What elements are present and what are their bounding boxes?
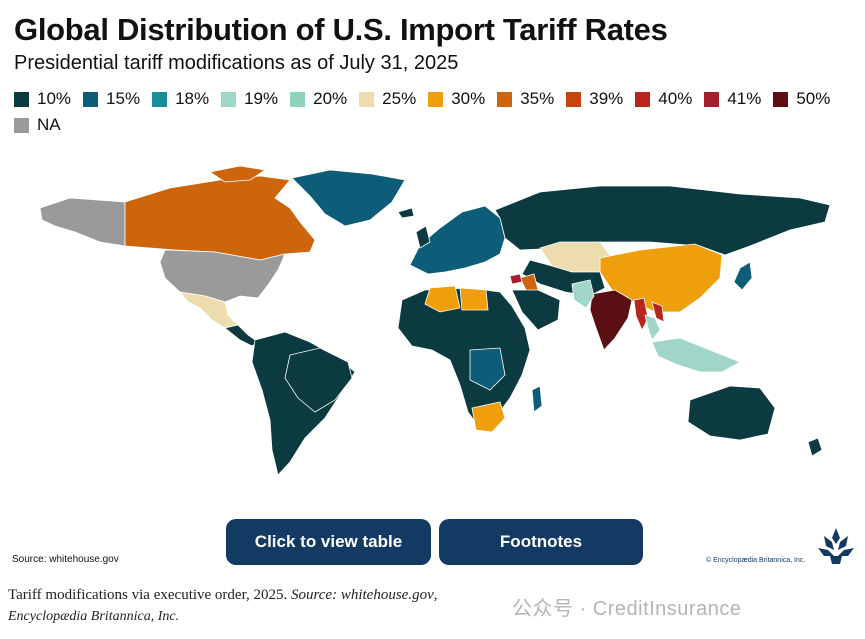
legend-swatch bbox=[704, 91, 720, 107]
region-new-zealand bbox=[807, 437, 823, 457]
region-united-states bbox=[159, 249, 286, 303]
region-canada bbox=[124, 175, 316, 261]
region-central-africa bbox=[469, 347, 506, 391]
legend-swatch bbox=[635, 91, 651, 107]
region-thailand bbox=[644, 314, 661, 341]
legend-swatch bbox=[14, 117, 29, 133]
region-china bbox=[599, 243, 723, 313]
view-table-button[interactable]: Click to view table bbox=[226, 519, 431, 565]
legend-label: 41% bbox=[727, 89, 762, 108]
region-central-america bbox=[224, 324, 259, 347]
legend: 10% 15% 18% 19% 20% 25% 30% 35% 39% 40% 41% 50% NA bbox=[14, 88, 859, 136]
map-title: Global Distribution of U.S. Import Tarif… bbox=[14, 12, 668, 47]
region-libya bbox=[459, 287, 489, 311]
region-uk bbox=[415, 225, 431, 249]
region-southeast-asia bbox=[651, 337, 741, 373]
legend-label: 30% bbox=[451, 89, 486, 108]
legend-item: 39% bbox=[566, 88, 623, 110]
footnotes-button[interactable]: Footnotes bbox=[439, 519, 643, 565]
legend-label: 19% bbox=[244, 89, 279, 108]
legend-label: 18% bbox=[175, 89, 210, 108]
region-algeria bbox=[424, 285, 461, 313]
copyright-text: © Encyclopædia Britannica, Inc. bbox=[706, 557, 806, 564]
legend-label: NA bbox=[37, 115, 61, 134]
legend-label: 39% bbox=[589, 89, 624, 108]
region-pakistan bbox=[571, 279, 595, 309]
legend-item: 10% bbox=[14, 88, 71, 110]
legend-swatch bbox=[566, 91, 582, 107]
region-syria bbox=[509, 273, 523, 285]
caption-credit: Encyclopædia Britannica, Inc. bbox=[8, 609, 180, 624]
caption-source-end: , bbox=[433, 587, 438, 603]
legend-label: 10% bbox=[37, 89, 72, 108]
region-canada-islands bbox=[208, 165, 267, 183]
region-alaska bbox=[39, 197, 126, 247]
legend-label: 25% bbox=[382, 89, 417, 108]
region-greenland bbox=[291, 169, 406, 227]
region-laos bbox=[651, 301, 665, 323]
legend-swatch bbox=[290, 91, 306, 107]
caption-text: Tariff modifications via executive order… bbox=[8, 587, 291, 603]
legend-item: 15% bbox=[83, 88, 140, 110]
legend-swatch bbox=[773, 91, 789, 107]
region-madagascar bbox=[531, 385, 543, 413]
legend-item: NA bbox=[14, 114, 61, 136]
region-japan bbox=[733, 261, 753, 291]
legend-item: 30% bbox=[428, 88, 485, 110]
legend-swatch bbox=[428, 91, 444, 107]
figure-caption: Tariff modifications via executive order… bbox=[8, 587, 437, 604]
legend-label: 35% bbox=[520, 89, 555, 108]
legend-label: 40% bbox=[658, 89, 693, 108]
source-note: Source: whitehouse.gov bbox=[12, 554, 119, 565]
region-russia bbox=[494, 185, 831, 256]
legend-label: 50% bbox=[796, 89, 831, 108]
world-map bbox=[39, 165, 831, 476]
legend-swatch bbox=[497, 91, 513, 107]
region-myanmar bbox=[633, 297, 649, 331]
legend-swatch bbox=[83, 91, 99, 107]
watermark-text: 公众号 · CreditInsurance bbox=[512, 598, 742, 620]
region-arabia bbox=[511, 289, 561, 331]
britannica-thistle-icon bbox=[818, 528, 854, 564]
legend-label: 20% bbox=[313, 89, 348, 108]
legend-swatch bbox=[359, 91, 375, 107]
legend-item: 25% bbox=[359, 88, 416, 110]
region-south-africa bbox=[471, 401, 506, 433]
legend-swatch bbox=[14, 91, 29, 107]
legend-item: 50% bbox=[773, 88, 830, 110]
legend-swatch bbox=[221, 91, 237, 107]
legend-label: 15% bbox=[106, 89, 141, 108]
region-india bbox=[589, 289, 633, 351]
legend-item: 35% bbox=[497, 88, 554, 110]
legend-item: 18% bbox=[152, 88, 209, 110]
caption-source: Source: whitehouse.gov bbox=[290, 587, 434, 603]
region-brazil bbox=[284, 347, 353, 413]
map-subtitle: Presidential tariff modifications as of … bbox=[14, 52, 459, 74]
legend-item: 40% bbox=[635, 88, 692, 110]
legend-item: 19% bbox=[221, 88, 278, 110]
legend-item: 41% bbox=[704, 88, 761, 110]
legend-item: 20% bbox=[290, 88, 347, 110]
region-africa bbox=[397, 287, 531, 427]
legend-swatch bbox=[152, 91, 168, 107]
region-iceland bbox=[397, 207, 415, 219]
region-australia bbox=[687, 385, 776, 441]
